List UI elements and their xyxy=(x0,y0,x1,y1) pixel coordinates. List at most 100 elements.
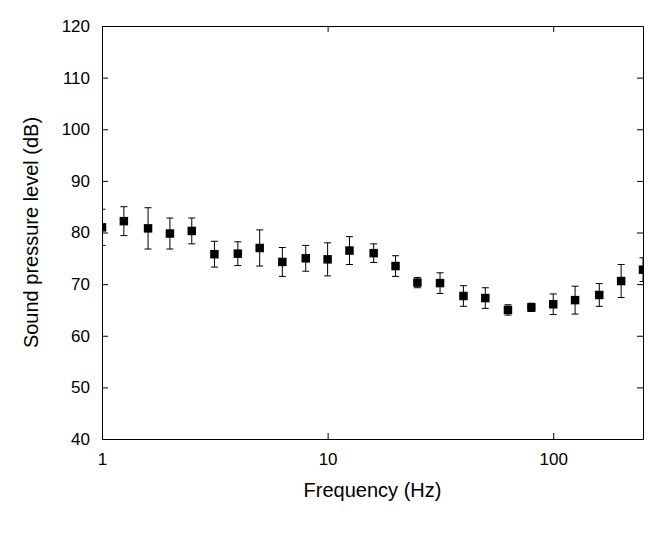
error-cap xyxy=(279,276,286,277)
error-cap xyxy=(550,314,557,315)
tick-mark xyxy=(102,233,108,234)
tick-mark xyxy=(328,26,329,32)
point xyxy=(345,246,353,254)
x-axis-title: Frequency (Hz) xyxy=(304,479,442,501)
point xyxy=(481,294,489,302)
tick-label: 50 xyxy=(71,378,90,397)
error-cap xyxy=(572,314,579,315)
error-bar xyxy=(145,208,152,249)
point xyxy=(102,223,106,231)
point xyxy=(571,296,579,304)
point xyxy=(413,278,421,286)
point xyxy=(166,229,174,237)
tick-mark xyxy=(637,387,643,388)
error-cap xyxy=(618,297,625,298)
error-cap xyxy=(572,286,579,287)
point xyxy=(188,227,196,235)
tick-mark xyxy=(328,433,329,439)
error-cap xyxy=(234,241,241,242)
tick-label: 10 xyxy=(319,450,338,469)
error-cap xyxy=(211,241,218,242)
error-cap xyxy=(346,236,353,237)
point xyxy=(255,244,263,252)
error-bar xyxy=(437,273,444,294)
error-bar xyxy=(550,294,557,315)
error-cap xyxy=(166,249,173,250)
error-cap xyxy=(437,272,444,273)
tick xyxy=(637,439,643,440)
error-bar xyxy=(618,265,625,298)
point xyxy=(504,306,512,314)
error-bar xyxy=(188,218,195,244)
error-bar xyxy=(234,242,241,266)
point xyxy=(210,250,218,258)
error-cap xyxy=(370,243,377,244)
tick: 120 xyxy=(62,17,108,36)
error-bar xyxy=(414,277,421,287)
tick-mark xyxy=(102,336,108,337)
error-bar xyxy=(256,230,263,266)
error-cap xyxy=(392,276,399,277)
error-cap xyxy=(302,271,309,272)
axis-line xyxy=(103,26,644,27)
tick-label: 100 xyxy=(540,450,568,469)
y-axis-right xyxy=(637,27,644,440)
error-bar xyxy=(166,218,173,249)
error-cap xyxy=(279,247,286,248)
tick-label: 100 xyxy=(62,120,90,139)
x-axis: 110100 xyxy=(98,433,644,469)
tick-mark xyxy=(102,78,108,79)
tick-mark xyxy=(553,26,554,32)
tick-label: 60 xyxy=(71,327,90,346)
point xyxy=(595,291,603,299)
point xyxy=(617,277,625,285)
point xyxy=(323,255,331,263)
error-cap xyxy=(460,285,467,286)
point xyxy=(527,303,535,311)
plot: 110100405060708090100110120 xyxy=(62,17,648,469)
error-cap xyxy=(640,281,644,282)
error-bar xyxy=(279,247,286,276)
error-cap xyxy=(102,245,106,246)
x-axis-top xyxy=(103,26,644,32)
error-cap xyxy=(166,218,173,219)
tick: 40 xyxy=(71,430,108,449)
axis-line xyxy=(103,439,644,440)
error-cap xyxy=(414,287,421,288)
error-bar xyxy=(302,245,309,271)
error-cap xyxy=(460,306,467,307)
error-cap xyxy=(120,235,127,236)
tick-mark xyxy=(637,26,643,27)
tick: 90 xyxy=(71,172,108,191)
tick-mark xyxy=(637,284,643,285)
tick-mark xyxy=(102,129,108,130)
error-cap xyxy=(256,266,263,267)
error-cap xyxy=(256,229,263,230)
point xyxy=(549,300,557,308)
tick xyxy=(637,387,643,388)
tick-label: 80 xyxy=(71,223,90,242)
tick-mark xyxy=(102,387,108,388)
tick-label: 120 xyxy=(62,17,90,36)
error-bar xyxy=(482,288,489,309)
error-cap xyxy=(482,308,489,309)
error-bar xyxy=(528,303,535,311)
error-bar xyxy=(640,258,644,282)
tick xyxy=(637,129,643,130)
axis-line xyxy=(643,27,644,440)
error-cap xyxy=(324,242,331,243)
tick-mark xyxy=(102,181,108,182)
tick: 100 xyxy=(62,120,108,139)
error-bar xyxy=(346,237,353,265)
point xyxy=(144,224,152,232)
error-cap xyxy=(370,262,377,263)
error-cap xyxy=(504,315,511,316)
point xyxy=(391,262,399,270)
error-bar xyxy=(504,305,511,315)
tick xyxy=(553,26,554,32)
error-bar xyxy=(370,244,377,263)
error-cap xyxy=(188,218,195,219)
tick xyxy=(637,284,643,285)
error-cap xyxy=(188,243,195,244)
tick xyxy=(637,336,643,337)
